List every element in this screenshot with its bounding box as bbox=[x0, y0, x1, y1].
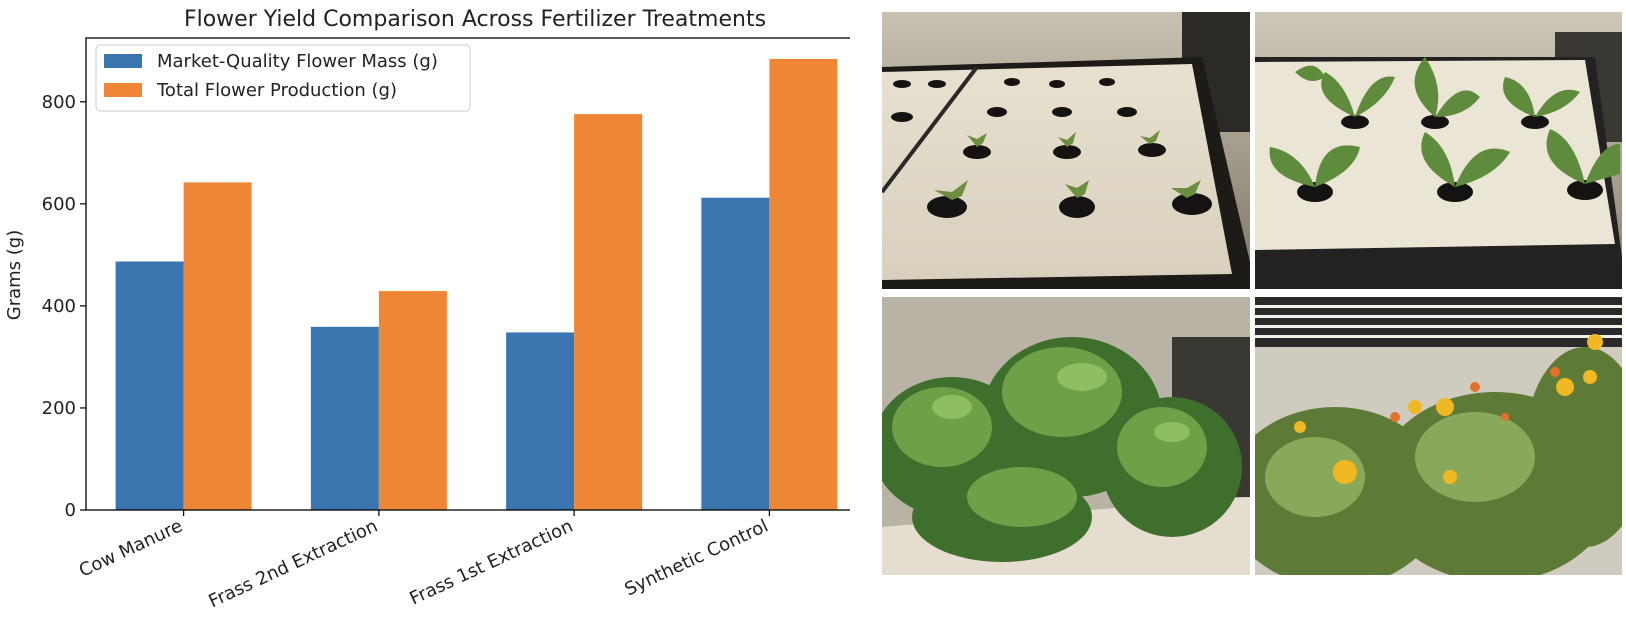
x-tick-label: Synthetic Control bbox=[621, 515, 771, 600]
photo-bushy-plants bbox=[882, 297, 1250, 575]
legend-box bbox=[95, 44, 471, 112]
legend: Market-Quality Flower Mass (g) Total Flow… bbox=[95, 44, 471, 112]
y-tick-label: 200 bbox=[42, 398, 76, 419]
x-tick-label: Frass 1st Extraction bbox=[407, 515, 577, 609]
bar-total-1 bbox=[378, 291, 447, 510]
y-tick-label: 600 bbox=[42, 194, 76, 215]
y-tick-label: 0 bbox=[65, 500, 76, 521]
photo-seedlings bbox=[882, 12, 1250, 289]
legend-label: Market-Quality Flower Mass (g) bbox=[157, 51, 438, 72]
photo-young-plants bbox=[1255, 12, 1622, 289]
y-tick-label: 400 bbox=[42, 296, 76, 317]
bar-total-0 bbox=[183, 182, 252, 510]
legend-swatch bbox=[104, 83, 142, 97]
legend-swatch bbox=[104, 54, 142, 68]
bar-market-quality-2 bbox=[506, 332, 575, 510]
bar-chart: Flower Yield Comparison Across Fertilize… bbox=[4, 7, 850, 612]
chart-title: Flower Yield Comparison Across Fertilize… bbox=[184, 7, 766, 32]
bar-total-2 bbox=[574, 114, 643, 510]
bar-market-quality-3 bbox=[701, 197, 770, 510]
bar-total-3 bbox=[769, 58, 838, 510]
bar-market-quality-1 bbox=[310, 326, 379, 510]
bars-group bbox=[115, 58, 838, 510]
y-axis-ticks: 0 200 400 600 800 bbox=[42, 92, 86, 521]
legend-label: Total Flower Production (g) bbox=[156, 80, 397, 101]
photo-flowering-marigolds bbox=[1255, 297, 1622, 575]
x-axis-ticks: Cow Manure Frass 2nd Extraction Frass 1st … bbox=[76, 510, 771, 612]
x-tick-label: Frass 2nd Extraction bbox=[205, 515, 381, 612]
plot-frame bbox=[85, 37, 850, 511]
y-tick-label: 800 bbox=[42, 92, 76, 113]
bar-market-quality-0 bbox=[115, 261, 184, 510]
x-tick-label: Cow Manure bbox=[76, 515, 186, 581]
y-axis-label: Grams (g) bbox=[4, 230, 25, 320]
